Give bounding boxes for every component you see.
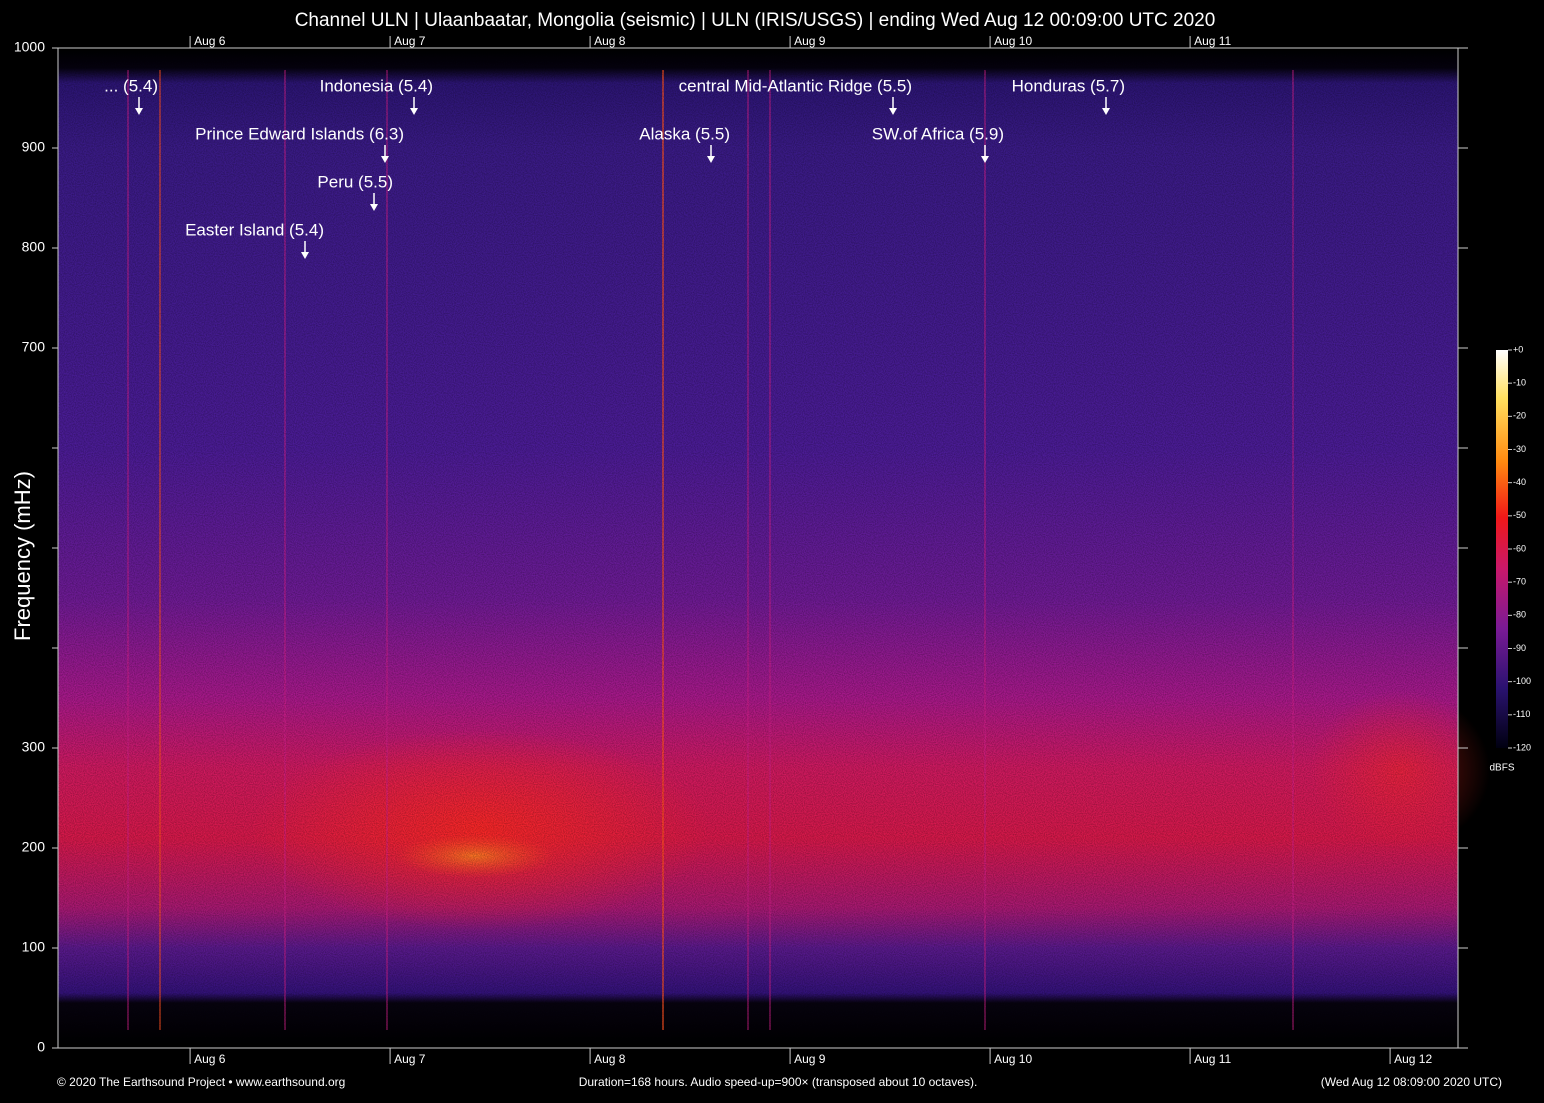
- annotation-arrow: [707, 156, 715, 163]
- annotation-label: ... (5.4): [104, 76, 158, 95]
- annotation-label: Peru (5.5): [317, 172, 393, 191]
- y-tick-label: 0: [37, 1039, 45, 1055]
- x-tick-label-top: Aug 6: [194, 34, 226, 48]
- x-tick-label: Aug 11: [1194, 1052, 1231, 1066]
- spectrogram: [58, 48, 1490, 1048]
- y-tick-label: 900: [22, 139, 46, 155]
- annotation-label: Indonesia (5.4): [320, 76, 433, 95]
- noise: [58, 48, 1458, 1048]
- colorbar-tick-label: -120: [1513, 742, 1531, 752]
- colorbar-tick-label: -60: [1513, 543, 1526, 553]
- chart-title: Channel ULN | Ulaanbaatar, Mongolia (sei…: [295, 10, 1216, 31]
- x-tick-label-top: Aug 10: [994, 34, 1032, 48]
- colorbar-tick-label: -70: [1513, 577, 1526, 587]
- annotation-arrow: [981, 156, 989, 163]
- annotation-label: SW.of Africa (5.9): [872, 124, 1004, 143]
- colorbar-tick-label: -50: [1513, 510, 1526, 520]
- colorbar-tick-label: -10: [1513, 378, 1526, 388]
- annotation-arrow: [1102, 108, 1110, 115]
- colorbar: [1496, 350, 1508, 748]
- colorbar-tick-label: +0: [1513, 344, 1523, 354]
- x-tick-label-top: Aug 11: [1194, 34, 1231, 48]
- annotation-arrow: [370, 204, 378, 211]
- annotation-arrow: [381, 156, 389, 163]
- colorbar-tick-label: -40: [1513, 477, 1526, 487]
- colorbar-tick-label: -30: [1513, 444, 1526, 454]
- y-tick-label: 800: [22, 239, 46, 255]
- y-tick-label: 1000: [14, 39, 45, 55]
- y-axis-label: Frequency (mHz): [10, 471, 35, 641]
- colorbar-tick-label: -100: [1513, 676, 1531, 686]
- footer-center: Duration=168 hours. Audio speed-up=900× …: [579, 1075, 978, 1089]
- annotation-label: Easter Island (5.4): [185, 220, 324, 239]
- y-tick-label: 300: [22, 739, 46, 755]
- x-tick-label-top: Aug 7: [394, 34, 426, 48]
- annotation-arrow: [135, 108, 143, 115]
- annotation-label: Prince Edward Islands (6.3): [195, 124, 404, 143]
- annotation-arrow: [410, 108, 418, 115]
- x-tick-label: Aug 9: [794, 1052, 826, 1066]
- x-tick-label: Aug 10: [994, 1052, 1032, 1066]
- y-tick-label: 100: [22, 939, 46, 955]
- colorbar-tick-label: -110: [1513, 709, 1530, 719]
- x-tick-label: Aug 7: [394, 1052, 426, 1066]
- colorbar-label: dBFS: [1489, 763, 1514, 774]
- annotation-label: Honduras (5.7): [1012, 76, 1125, 95]
- x-tick-label: Aug 12: [1394, 1052, 1432, 1066]
- colorbar-tick-label: -20: [1513, 411, 1526, 421]
- y-tick-label: 700: [22, 339, 46, 355]
- y-tick-label: 200: [22, 839, 46, 855]
- annotation-arrow: [889, 108, 897, 115]
- colorbar-tick-label: -80: [1513, 610, 1526, 620]
- annotation-label: Alaska (5.5): [639, 124, 730, 143]
- x-tick-label-top: Aug 8: [594, 34, 626, 48]
- footer-left: © 2020 The Earthsound Project • www.eart…: [57, 1075, 345, 1089]
- annotation-label: central Mid-Atlantic Ridge (5.5): [679, 76, 912, 95]
- x-tick-label: Aug 6: [194, 1052, 226, 1066]
- x-tick-label: Aug 8: [594, 1052, 626, 1066]
- x-tick-label-top: Aug 9: [794, 34, 826, 48]
- annotation-arrow: [301, 252, 309, 259]
- footer-right: (Wed Aug 12 08:09:00 2020 UTC): [1321, 1075, 1502, 1089]
- colorbar-tick-label: -90: [1513, 643, 1526, 653]
